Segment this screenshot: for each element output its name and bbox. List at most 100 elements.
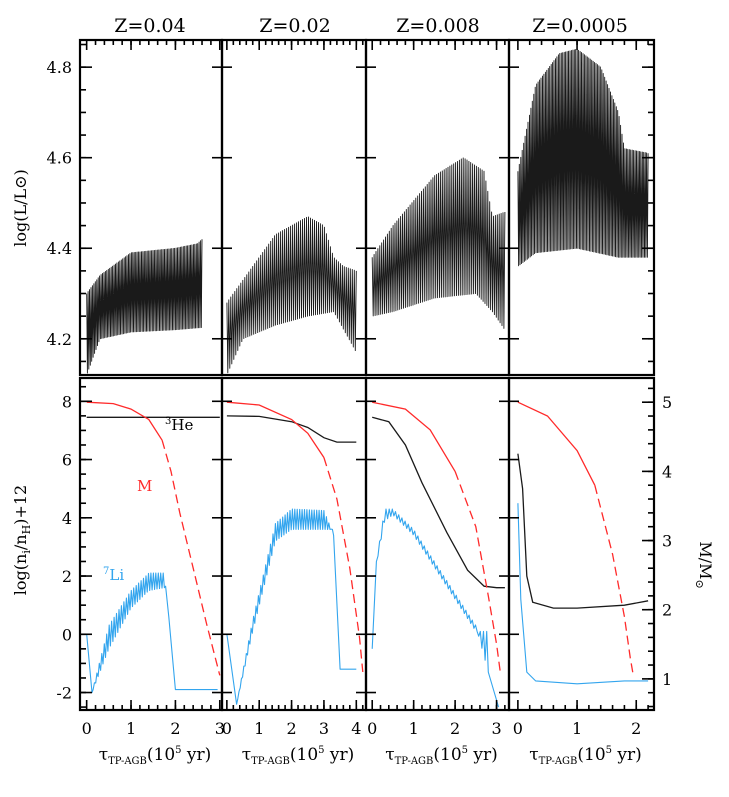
- xlabel-units-b: yr): [325, 745, 355, 765]
- xtick-label-3-0: 0: [367, 719, 377, 738]
- right-ytick-label-3: 3: [662, 532, 672, 551]
- xlabel-sub: TP-AGB: [108, 756, 147, 767]
- mass-line-solid-4: [517, 401, 596, 486]
- xtick-label-1-0: 0: [82, 719, 92, 738]
- luminosity-panels: [86, 48, 649, 374]
- upper-ylabel: log(L/L⊙): [11, 169, 30, 247]
- xlabel-4: τTP-AGB(105 yr): [529, 745, 642, 767]
- label-li: 7Li: [103, 566, 124, 584]
- xlabel-units-b: yr): [612, 745, 642, 765]
- lower-frame-4: [507, 376, 656, 712]
- xlabel-3: τTP-AGB(105 yr): [385, 745, 498, 767]
- label-he3-sup: 3: [165, 416, 171, 427]
- lower-frame-2: [220, 376, 368, 712]
- he3-line-4: [517, 453, 649, 609]
- mass-line-dashed-1: [161, 440, 221, 676]
- xtick-label-2-2: 2: [286, 719, 296, 738]
- li-line-1: [86, 572, 218, 694]
- axis-ticks: 4.2 4.4 4.6 4.8 -2 0 2 4 6 8 1 2 3 4 5: [47, 40, 672, 710]
- right-ylabel: M/M⊙: [693, 541, 715, 588]
- label-he3: 3He: [165, 416, 193, 434]
- xlabel-sub: TP-AGB: [539, 756, 578, 767]
- xtick-label-2-0: 0: [222, 719, 232, 738]
- xlabel-tau: τ: [529, 745, 538, 765]
- xtick-label-2-4: 4: [351, 719, 361, 738]
- upper-ytick-label-4.4: 4.4: [47, 239, 72, 258]
- xlabel-units-a: (10: [433, 745, 461, 765]
- he3-line-2: [226, 415, 357, 443]
- lower-ylabel-c: )+12: [11, 485, 30, 525]
- xtick-label-2-1: 1: [254, 719, 264, 738]
- lower-ylabel-sub-h: H: [20, 525, 33, 535]
- xlabel-sub: TP-AGB: [395, 756, 434, 767]
- mass-line-dashed-3: [454, 471, 502, 676]
- xlabel-exp: 5: [462, 745, 468, 756]
- li-line-2: [226, 508, 357, 705]
- label-he3-main: He: [171, 416, 193, 434]
- xlabel-tau: τ: [385, 745, 394, 765]
- xlabel-units-a: (10: [290, 745, 318, 765]
- mass-line-solid-3: [372, 401, 456, 472]
- lower-ylabel-sub-i: i: [20, 550, 33, 554]
- li-line-3: [371, 508, 500, 708]
- xlabel-exp: 5: [606, 745, 612, 756]
- lower-ylabel-b: /n: [11, 534, 30, 550]
- he3-line-3: [372, 416, 505, 589]
- lower-ytick-label-4: 4: [62, 509, 72, 528]
- panel-title-3: Z=0.008: [396, 15, 480, 37]
- lower-ylabel: log(ni/nH)+12: [11, 485, 33, 595]
- mass-line-solid-1: [86, 401, 163, 441]
- label-mass: M: [137, 477, 152, 495]
- right-ytick-label-1: 1: [662, 670, 672, 689]
- xtick-label-2-3: 3: [319, 719, 329, 738]
- label-li-main: Li: [109, 566, 124, 584]
- panel-title-2: Z=0.02: [259, 15, 330, 37]
- luminosity-line-2: [226, 216, 357, 374]
- xtick-label-3-3: 3: [491, 719, 501, 738]
- xlabel-2: τTP-AGB(105 yr): [242, 745, 355, 767]
- lower-ytick-label--2: -2: [56, 684, 72, 703]
- right-ylabel-a: M/M: [696, 541, 715, 579]
- lower-ytick-label-2: 2: [62, 567, 72, 586]
- right-ytick-label-4: 4: [662, 462, 672, 481]
- xlabel-tau: τ: [242, 745, 251, 765]
- right-ylabel-sun: ⊙: [693, 579, 706, 588]
- upper-ytick-label-4.6: 4.6: [47, 149, 72, 168]
- mass-line-dashed-2: [323, 457, 364, 673]
- xlabel-exp: 5: [318, 745, 324, 756]
- upper-frame-4: [507, 38, 656, 377]
- panel-frames: [78, 38, 656, 712]
- panel-title-1: Z=0.04: [114, 15, 185, 37]
- xlabel-units-b: yr): [182, 745, 212, 765]
- luminosity-line-1: [86, 239, 203, 374]
- mass-line-dashed-4: [594, 485, 634, 676]
- xlabel-tau: τ: [99, 745, 108, 765]
- xlabel-sub: TP-AGB: [251, 756, 290, 767]
- panel-title-4: Z=0.0005: [532, 15, 628, 37]
- lower-ylabel-a: log(n: [11, 554, 30, 596]
- upper-ytick-label-4.8: 4.8: [47, 58, 72, 77]
- lower-ytick-label-8: 8: [62, 392, 72, 411]
- xtick-label-1-2: 2: [170, 719, 180, 738]
- xtick-label-4-1: 1: [572, 719, 582, 738]
- lower-ytick-label-0: 0: [62, 625, 72, 644]
- mass-line-solid-2: [226, 401, 325, 458]
- xtick-label-4-2: 2: [631, 719, 641, 738]
- right-ytick-label-5: 5: [662, 393, 672, 412]
- xtick-label-4-0: 0: [513, 719, 523, 738]
- upper-ytick-label-4.2: 4.2: [47, 330, 72, 349]
- luminosity-line-3: [371, 157, 506, 329]
- xtick-label-3-1: 1: [409, 719, 419, 738]
- xtick-label-3-2: 2: [450, 719, 460, 738]
- lower-ytick-label-6: 6: [62, 451, 72, 470]
- xtick-label-1-1: 1: [126, 719, 136, 738]
- label-li-sup: 7: [103, 566, 109, 577]
- abundance-panels: [86, 401, 649, 708]
- xlabel-1: τTP-AGB(105 yr): [99, 745, 212, 767]
- xlabel-units-b: yr): [468, 745, 498, 765]
- li-line-4: [517, 503, 649, 685]
- xlabel-units-a: (10: [577, 745, 605, 765]
- xlabel-units-a: (10: [147, 745, 175, 765]
